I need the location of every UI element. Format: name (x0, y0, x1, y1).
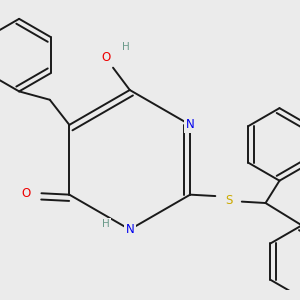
Text: H: H (102, 219, 110, 229)
Text: O: O (22, 187, 31, 200)
Text: H: H (122, 42, 130, 52)
Text: N: N (186, 118, 195, 131)
Text: O: O (101, 51, 111, 64)
Text: S: S (226, 194, 233, 207)
Text: N: N (125, 223, 134, 236)
